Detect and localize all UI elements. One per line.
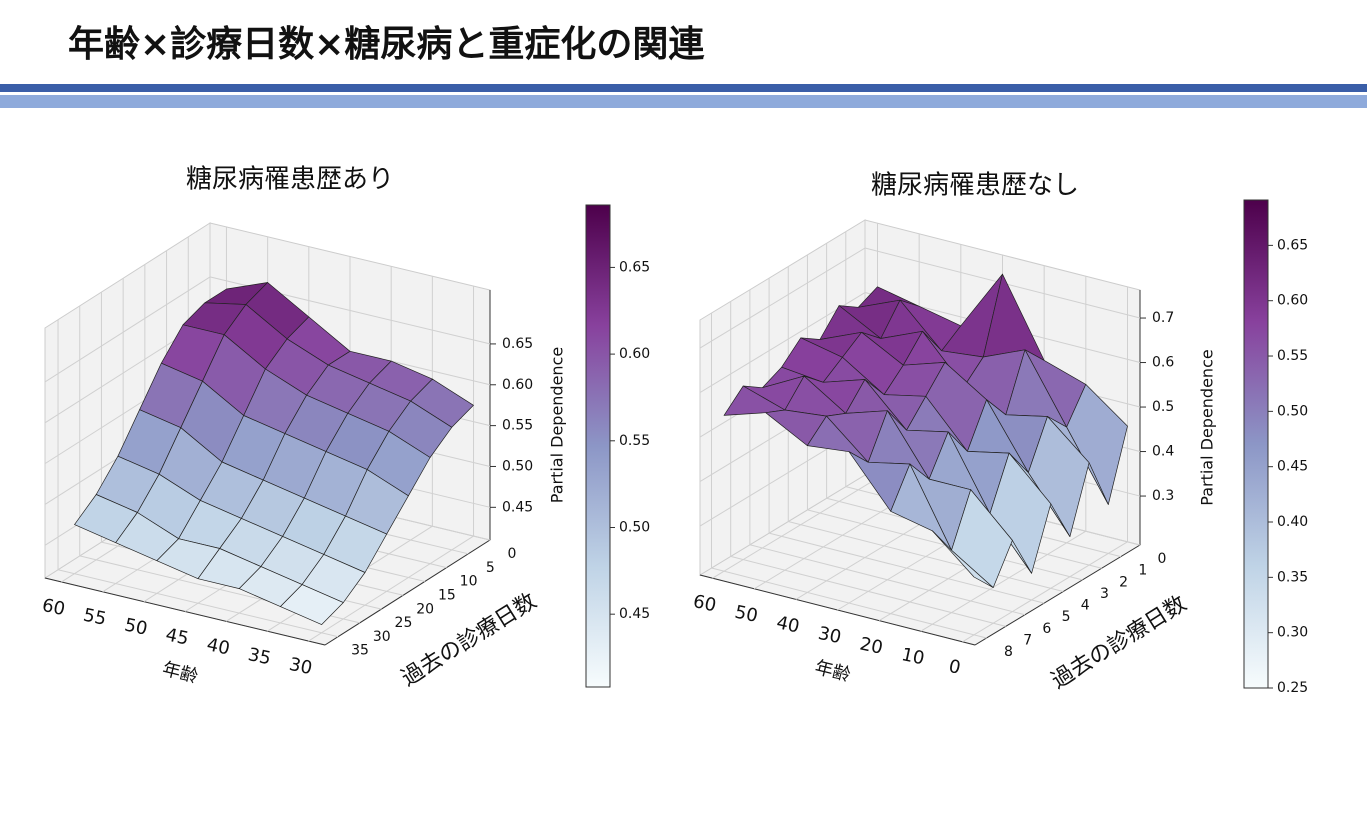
grid-line	[44, 276, 211, 383]
y-axis-label: 過去の診療日数	[1047, 591, 1191, 694]
y-tick-label: 1	[1138, 563, 1147, 579]
y-tick-label: 6	[1042, 621, 1051, 637]
z-axis-label: Partial Dependence	[1198, 349, 1217, 505]
y-tick-label: 25	[395, 615, 413, 631]
z-tick-label: 0.3	[1152, 488, 1174, 504]
header-bar	[0, 95, 1367, 108]
grid-line	[699, 247, 866, 349]
grid-line	[749, 544, 1026, 616]
colorbar-tick-label: 0.50	[619, 519, 650, 535]
x-tick-label: 40	[205, 634, 232, 659]
grid-line	[788, 521, 1064, 592]
z-tick-label: 0.7	[1152, 310, 1174, 326]
colorbar	[1243, 199, 1269, 689]
z-tick-label: 0.45	[502, 499, 533, 515]
x-axis-label: 年齢	[160, 658, 200, 687]
x-tick-label: 55	[81, 605, 108, 630]
grid-line	[712, 477, 878, 579]
x-tick-label: 35	[246, 644, 273, 669]
x-tick-label: 50	[733, 602, 760, 627]
colorbar-tick-label: 0.50	[1277, 403, 1308, 419]
colorbar-tick-label: 0.35	[1277, 569, 1308, 585]
z-tick-label: 0.5	[1152, 399, 1174, 415]
z-tick-label: 0.65	[502, 336, 533, 352]
axis-line	[974, 544, 1141, 646]
grid-line	[962, 541, 1128, 643]
chart-title: 糖尿病罹患歴なし	[871, 171, 1079, 201]
y-tick-label: 15	[438, 587, 456, 603]
x-tick-label: 60	[40, 595, 67, 620]
colorbar-tick-label: 0.40	[1277, 514, 1308, 530]
colorbar-tick-label: 0.25	[1277, 680, 1308, 696]
y-tick-label: 30	[373, 629, 391, 645]
surface-quad	[280, 584, 344, 625]
axis-line	[324, 539, 491, 646]
y-tick-label: 8	[1004, 644, 1013, 660]
y-tick-label: 0	[508, 546, 517, 562]
grid-line	[57, 569, 339, 638]
y-tick-label: 2	[1119, 574, 1128, 590]
colorbar-tick-label: 0.45	[1277, 459, 1308, 475]
colorbar-tick-label: 0.60	[1277, 293, 1308, 309]
header-bar	[0, 84, 1367, 92]
y-tick-label: 7	[1023, 632, 1032, 648]
grid-line	[711, 567, 987, 639]
y-tick-label: 35	[351, 643, 369, 659]
grid-line	[308, 535, 474, 642]
y-tick-label: 0	[1158, 551, 1167, 567]
colorbar-tick-label: 0.65	[1277, 237, 1308, 253]
grid-line	[920, 530, 1087, 632]
colorbar-tick-label: 0.30	[1277, 625, 1308, 641]
colorbar-tick-label: 0.60	[619, 346, 650, 362]
x-tick-label: 45	[164, 624, 191, 649]
z-axis-label: Partial Dependence	[548, 347, 567, 503]
x-tick-label: 30	[816, 623, 843, 648]
x-axis-label: 年齢	[813, 657, 853, 686]
colorbar-tick-label: 0.45	[619, 606, 650, 622]
grid-line	[730, 555, 1006, 627]
grid-line	[768, 532, 1045, 604]
z-tick-label: 0.6	[1152, 355, 1174, 371]
y-tick-label: 20	[416, 601, 434, 617]
colorbar	[585, 204, 611, 688]
colorbar-tick-label: 0.55	[1277, 348, 1308, 364]
y-tick-label: 5	[1062, 609, 1071, 625]
y-tick-label: 10	[460, 574, 478, 590]
x-tick-label: 10	[900, 644, 927, 669]
y-tick-label: 5	[486, 560, 495, 576]
z-tick-label: 0.4	[1152, 444, 1174, 460]
x-tick-label: 20	[858, 633, 885, 658]
x-tick-label: 0	[947, 656, 963, 679]
colorbar-tick-label: 0.55	[619, 433, 650, 449]
slide-title: 年齢×診療日数×糖尿病と重症化の関連	[68, 24, 705, 65]
x-tick-label: 40	[775, 612, 802, 637]
surface-quad	[931, 530, 994, 588]
colorbar-tick-label: 0.65	[619, 259, 650, 275]
x-tick-label: 50	[123, 615, 150, 640]
x-tick-label: 60	[691, 591, 718, 616]
z-tick-label: 0.60	[502, 377, 533, 393]
z-tick-label: 0.50	[502, 458, 533, 474]
z-tick-label: 0.55	[502, 418, 533, 434]
y-tick-label: 3	[1100, 586, 1109, 602]
chart-title: 糖尿病罹患歴あり	[186, 165, 394, 195]
x-tick-label: 30	[287, 654, 314, 679]
y-tick-label: 4	[1081, 598, 1090, 614]
